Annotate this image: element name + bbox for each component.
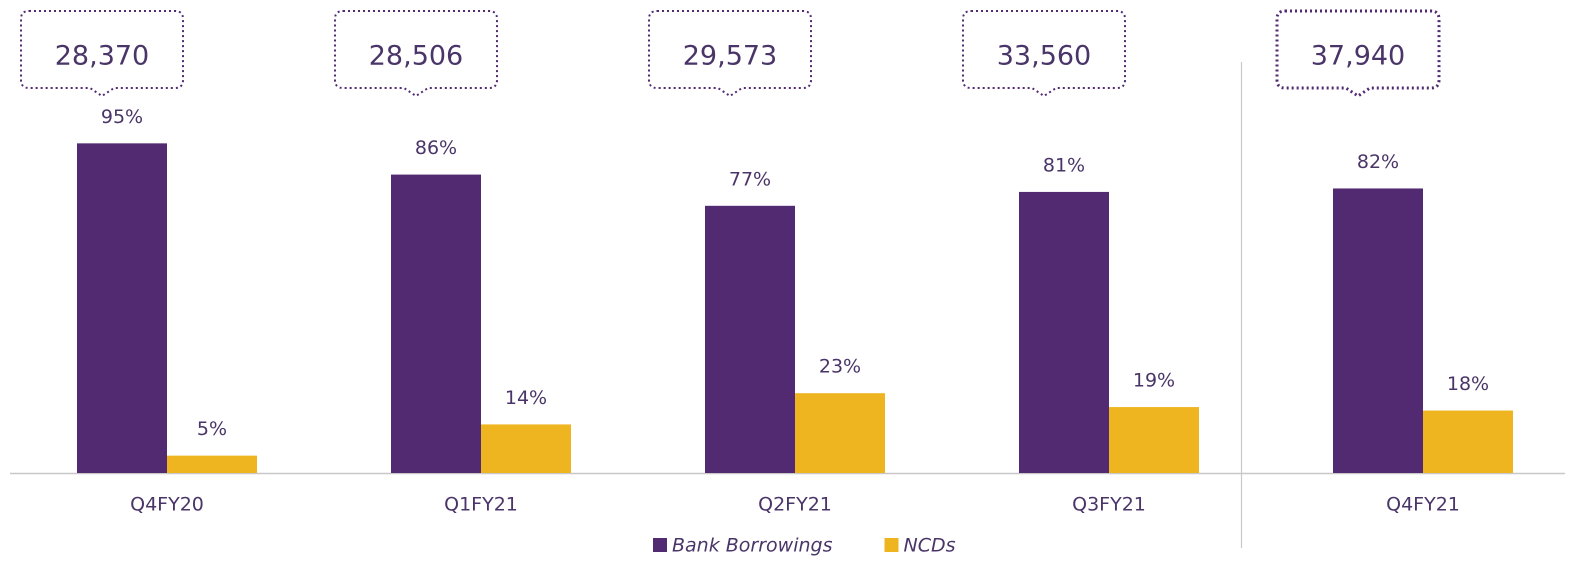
value-label: 82%: [1357, 151, 1399, 173]
total-callout: [648, 10, 812, 98]
value-label: 23%: [819, 356, 861, 378]
legend-swatch: [884, 538, 899, 552]
x-tick-label: Q1FY21: [444, 494, 518, 516]
bar: [391, 174, 481, 473]
total-label: 28,370: [55, 41, 149, 72]
legend-label: Bank Borrowings: [672, 535, 833, 557]
bar: [1423, 410, 1513, 473]
bar: [167, 455, 257, 473]
total-callout: [962, 10, 1126, 98]
value-label: 18%: [1447, 373, 1489, 395]
total-label: 37,940: [1311, 41, 1405, 72]
value-label: 95%: [101, 106, 143, 128]
x-tick-label: Q3FY21: [1072, 494, 1146, 516]
value-label: 77%: [729, 168, 771, 190]
bar: [705, 205, 795, 473]
x-tick-label: Q4FY20: [130, 494, 204, 516]
legend-label: NCDs: [904, 535, 956, 557]
bar: [77, 143, 167, 473]
value-label: 86%: [415, 137, 457, 159]
value-label: 5%: [197, 418, 227, 440]
bar: [1109, 407, 1199, 473]
total-label: 33,560: [997, 41, 1091, 72]
bar: [481, 424, 571, 473]
legend-swatch: [653, 538, 667, 552]
x-tick-label: Q4FY21: [1386, 494, 1460, 516]
bar: [1019, 191, 1109, 473]
total-callout: [20, 10, 184, 98]
value-label: 81%: [1043, 154, 1085, 176]
value-label: 19%: [1133, 370, 1175, 392]
total-label: 28,506: [369, 41, 463, 72]
bar: [1333, 188, 1423, 473]
x-tick-label: Q2FY21: [758, 494, 832, 516]
total-callout: [1275, 9, 1441, 98]
bar: [795, 393, 885, 473]
value-label: 14%: [505, 387, 547, 409]
total-label: 29,573: [683, 41, 777, 72]
total-callout: [334, 10, 498, 98]
